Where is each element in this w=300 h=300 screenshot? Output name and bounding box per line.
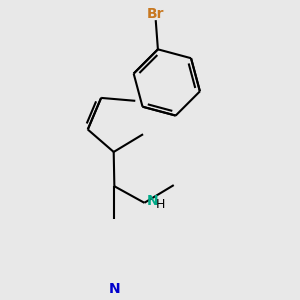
Text: N: N: [147, 194, 158, 208]
Text: Br: Br: [147, 7, 164, 21]
Text: N: N: [109, 282, 120, 296]
Text: H: H: [155, 199, 165, 212]
